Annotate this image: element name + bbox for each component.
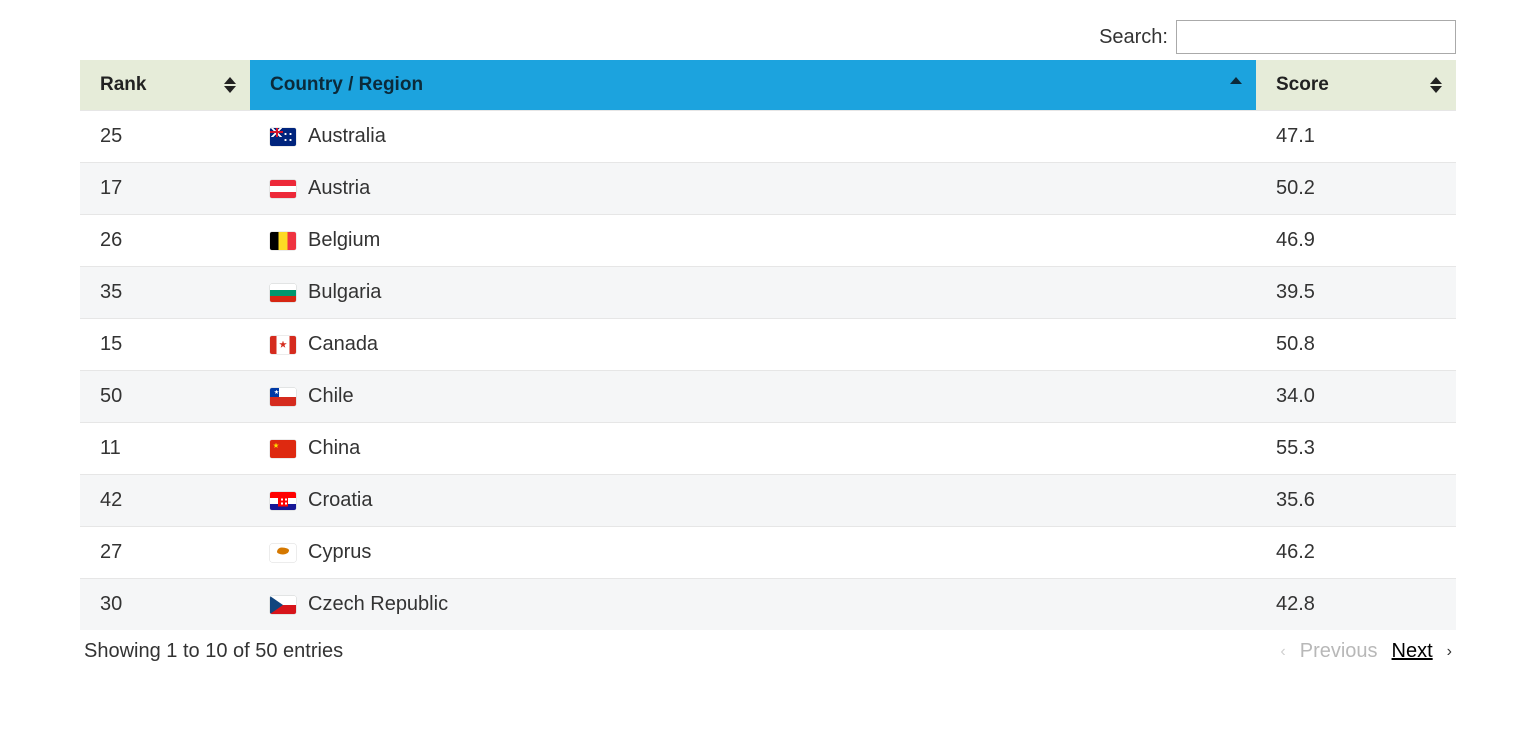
data-table: Rank Country / Region Score 25 Australia 47.…	[80, 60, 1456, 630]
table-row[interactable]: 42 Croatia 35.6	[80, 475, 1456, 527]
sort-icon	[1230, 76, 1242, 94]
cell-score: 55.3	[1256, 423, 1456, 475]
table-row[interactable]: 35 Bulgaria 39.5	[80, 267, 1456, 319]
cell-rank: 17	[80, 163, 250, 215]
country-name: Canada	[308, 333, 378, 356]
country-name: China	[308, 437, 360, 460]
cell-score: 50.8	[1256, 319, 1456, 371]
flag-icon	[270, 440, 296, 458]
table-body: 25 Australia 47.1 17 Austria 50.2 26 Belgium 46.…	[80, 111, 1456, 631]
cell-country: Czech Republic	[250, 579, 1256, 631]
cell-country: Chile	[250, 371, 1256, 423]
country-name: Austria	[308, 177, 370, 200]
country-name: Australia	[308, 125, 386, 148]
sort-icon	[1430, 76, 1442, 94]
country-name: Cyprus	[308, 541, 371, 564]
cell-rank: 42	[80, 475, 250, 527]
flag-icon	[270, 388, 296, 406]
next-button[interactable]: Next	[1392, 640, 1433, 663]
table-footer: Showing 1 to 10 of 50 entries ‹ Previous…	[80, 630, 1456, 663]
cell-rank: 11	[80, 423, 250, 475]
cell-rank: 25	[80, 111, 250, 163]
cell-score: 50.2	[1256, 163, 1456, 215]
table-row[interactable]: 25 Australia 47.1	[80, 111, 1456, 163]
flag-icon	[270, 284, 296, 302]
table-row[interactable]: 11 China 55.3	[80, 423, 1456, 475]
chevron-left-icon: ‹	[1280, 643, 1285, 661]
table-head: Rank Country / Region Score	[80, 60, 1456, 111]
country-name: Czech Republic	[308, 593, 448, 616]
cell-country: Cyprus	[250, 527, 1256, 579]
table-row[interactable]: 50 Chile 34.0	[80, 371, 1456, 423]
cell-rank: 50	[80, 371, 250, 423]
flag-icon	[270, 180, 296, 198]
cell-rank: 26	[80, 215, 250, 267]
cell-score: 34.0	[1256, 371, 1456, 423]
country-name: Chile	[308, 385, 354, 408]
chevron-right-icon: ›	[1447, 643, 1452, 661]
search-container: Search:	[80, 20, 1456, 54]
table-row[interactable]: 15 Canada 50.8	[80, 319, 1456, 371]
previous-button[interactable]: Previous	[1300, 640, 1378, 663]
flag-icon	[270, 336, 296, 354]
country-name: Croatia	[308, 489, 372, 512]
cell-score: 35.6	[1256, 475, 1456, 527]
cell-score: 46.2	[1256, 527, 1456, 579]
column-header-rank[interactable]: Rank	[80, 60, 250, 111]
column-label: Score	[1276, 74, 1329, 95]
cell-country: Australia	[250, 111, 1256, 163]
cell-country: Canada	[250, 319, 1256, 371]
table-row[interactable]: 17 Austria 50.2	[80, 163, 1456, 215]
column-header-country[interactable]: Country / Region	[250, 60, 1256, 111]
cell-score: 47.1	[1256, 111, 1456, 163]
cell-country: Belgium	[250, 215, 1256, 267]
cell-rank: 15	[80, 319, 250, 371]
cell-score: 42.8	[1256, 579, 1456, 631]
pagination: ‹ Previous Next ›	[1280, 640, 1452, 663]
country-name: Belgium	[308, 229, 380, 252]
table-info: Showing 1 to 10 of 50 entries	[84, 640, 343, 663]
flag-icon	[270, 596, 296, 614]
column-header-score[interactable]: Score	[1256, 60, 1456, 111]
cell-rank: 27	[80, 527, 250, 579]
country-name: Bulgaria	[308, 281, 381, 304]
cell-rank: 30	[80, 579, 250, 631]
flag-icon	[270, 128, 296, 146]
cell-country: Bulgaria	[250, 267, 1256, 319]
flag-icon	[270, 492, 296, 510]
column-label: Country / Region	[270, 74, 423, 95]
table-row[interactable]: 26 Belgium 46.9	[80, 215, 1456, 267]
flag-icon	[270, 232, 296, 250]
cell-score: 39.5	[1256, 267, 1456, 319]
cell-country: Austria	[250, 163, 1256, 215]
cell-country: China	[250, 423, 1256, 475]
cell-score: 46.9	[1256, 215, 1456, 267]
cell-rank: 35	[80, 267, 250, 319]
flag-icon	[270, 544, 296, 562]
search-label: Search:	[1099, 26, 1168, 49]
table-row[interactable]: 30 Czech Republic 42.8	[80, 579, 1456, 631]
search-input[interactable]	[1176, 20, 1456, 54]
cell-country: Croatia	[250, 475, 1256, 527]
table-row[interactable]: 27 Cyprus 46.2	[80, 527, 1456, 579]
sort-icon	[224, 76, 236, 94]
column-label: Rank	[100, 74, 146, 95]
